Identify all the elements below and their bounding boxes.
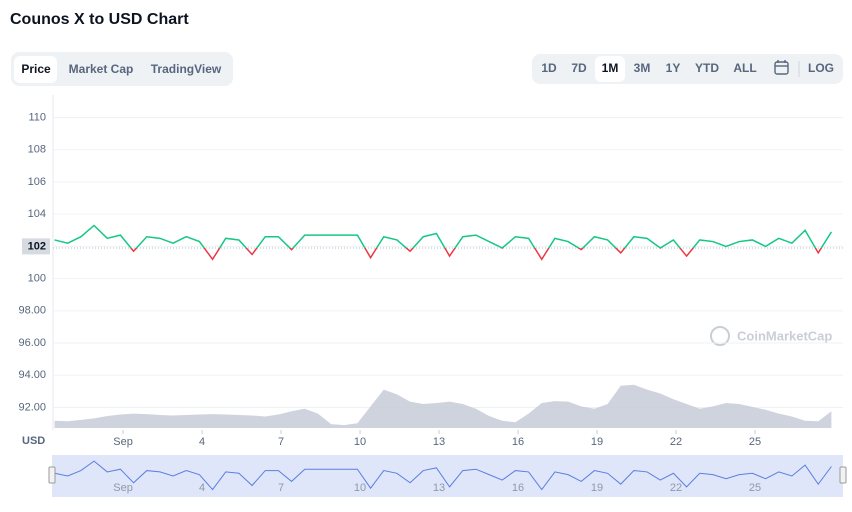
range-button[interactable]: ALL — [733, 61, 756, 75]
y-tick-label: 110 — [28, 111, 46, 123]
x-tick-label: 4 — [199, 436, 205, 448]
range-button[interactable]: 1Y — [666, 61, 681, 75]
y-unit-label: USD — [22, 435, 45, 447]
y-tick-label: 106 — [28, 176, 46, 188]
range-button[interactable]: 1M — [602, 61, 619, 75]
navigator-line — [54, 460, 832, 491]
y-tick-label: 96.00 — [18, 337, 46, 349]
navigator-tick-label: Sep — [113, 482, 133, 494]
x-tick-label: 19 — [591, 436, 603, 448]
range-button[interactable]: 3M — [634, 61, 651, 75]
y-tick-label: 108 — [28, 144, 46, 156]
y-tick-label: 104 — [28, 208, 46, 220]
range-active — [595, 56, 625, 82]
x-tick-label: 7 — [278, 436, 284, 448]
y-tick-label: 100 — [28, 273, 46, 285]
tab-group — [11, 52, 233, 86]
x-tick-label: 16 — [512, 436, 524, 448]
range-button[interactable]: YTD — [695, 61, 719, 75]
tab[interactable]: Market Cap — [69, 62, 134, 76]
y-tick-label: 92.00 — [18, 401, 46, 413]
calendar-icon[interactable] — [774, 60, 789, 75]
price-line — [54, 224, 833, 249]
navigator-tick-label: 22 — [670, 482, 682, 494]
chart-title: Counos X to USD Chart — [10, 11, 189, 28]
navigator-handle[interactable] — [48, 466, 56, 484]
navigator-tick-label: 13 — [433, 482, 445, 494]
tab[interactable]: Price — [21, 62, 51, 76]
range-button[interactable]: 1D — [541, 61, 557, 75]
navigator-handle[interactable] — [839, 466, 847, 484]
navigator-tick-label: 7 — [278, 482, 284, 494]
navigator-tick-label: 16 — [512, 482, 524, 494]
watermark: CoinMarketCap — [710, 326, 832, 346]
current-price-box — [22, 238, 50, 255]
watermark-text: CoinMarketCap — [737, 328, 832, 343]
tab[interactable]: TradingView — [151, 62, 222, 76]
navigator-tick-label: 4 — [199, 482, 205, 494]
y-tick-label: 94.00 — [18, 369, 46, 381]
volume-area — [54, 384, 832, 428]
range-button[interactable]: 7D — [571, 61, 587, 75]
x-tick-label: Sep — [113, 436, 133, 448]
y-tick-label: 98.00 — [18, 305, 46, 317]
log-button[interactable]: LOG — [808, 61, 834, 75]
tab-active — [14, 56, 57, 83]
y-tick-label: 102 — [28, 240, 46, 252]
x-tick-label: 22 — [670, 436, 682, 448]
x-tick-label: 13 — [433, 436, 445, 448]
x-tick-label: 10 — [354, 436, 366, 448]
navigator[interactable] — [52, 455, 843, 497]
navigator-tick-label: 10 — [354, 482, 366, 494]
x-tick-label: 25 — [749, 436, 761, 448]
navigator-tick-label: 25 — [749, 482, 761, 494]
navigator-tick-label: 19 — [591, 482, 603, 494]
